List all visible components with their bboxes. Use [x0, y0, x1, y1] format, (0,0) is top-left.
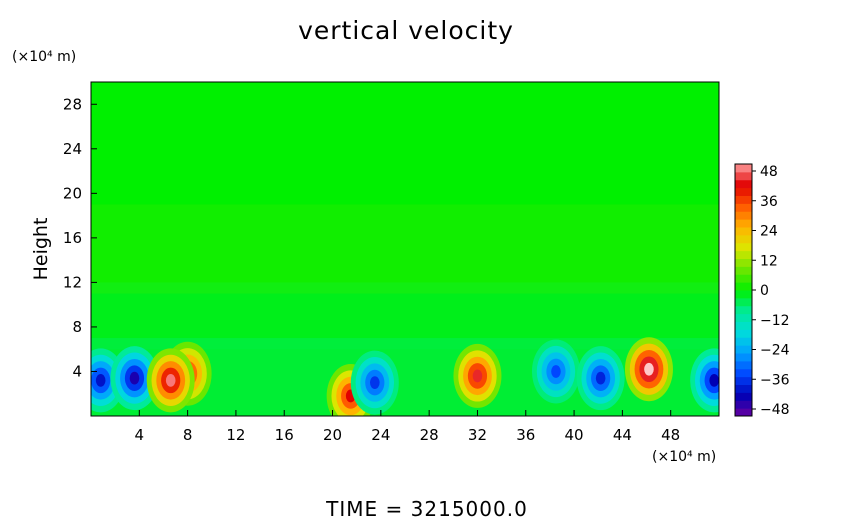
- x-tick-label: 20: [323, 426, 342, 444]
- colorbar-step: [735, 400, 752, 409]
- colorbar-step: [735, 313, 752, 322]
- colorbar-step: [735, 360, 752, 370]
- x-tick-label: 28: [420, 426, 439, 444]
- y-tick-label: 4: [72, 362, 82, 380]
- colorbar-step: [735, 305, 752, 315]
- colorbar-step: [735, 368, 752, 378]
- y-tick-label: 20: [63, 184, 82, 202]
- x-tick-label: 36: [516, 426, 535, 444]
- colorbar-step: [735, 297, 752, 307]
- colorbar-step: [735, 337, 752, 346]
- colorbar-step: [735, 384, 752, 393]
- colorbar-step: [735, 408, 752, 417]
- y-axis-label: Height: [30, 218, 52, 281]
- y-tick-label: 8: [72, 318, 82, 336]
- colorbar-step: [735, 242, 752, 252]
- x-tick-label: 40: [565, 426, 584, 444]
- time-footer: TIME = 3215000.0: [325, 497, 528, 519]
- colorbar-step: [735, 353, 752, 362]
- colorbar-step: [735, 234, 752, 244]
- colorbar-tick-label: −12: [760, 313, 790, 329]
- heatmap-plot-area: [90, 81, 720, 417]
- colorbar-step: [735, 258, 752, 267]
- x-tick-label: 24: [371, 426, 390, 444]
- x-tick-label: 12: [226, 426, 245, 444]
- velocity-contour: [595, 371, 606, 385]
- velocity-cell-6: [453, 343, 502, 408]
- background-band-2: [91, 204, 719, 294]
- velocity-contour: [472, 369, 483, 383]
- colorbar-step: [735, 329, 752, 338]
- colorbar-step: [735, 392, 752, 401]
- colorbar-step: [735, 187, 752, 196]
- colorbar-step: [735, 171, 752, 181]
- colorbar-tick-label: 36: [760, 194, 778, 210]
- colorbar-step: [735, 179, 752, 189]
- colorbar-step: [735, 164, 752, 173]
- x-tick-label: 4: [135, 426, 145, 444]
- colorbar-step: [735, 203, 752, 212]
- colorbar-step: [735, 321, 752, 330]
- colorbar-step: [735, 211, 752, 220]
- background-band-1: [91, 282, 719, 350]
- colorbar-tick-label: 48: [760, 164, 778, 180]
- velocity-cell-1: [110, 346, 159, 411]
- colorbar-step: [735, 250, 752, 259]
- chart-title: vertical velocity: [298, 16, 514, 45]
- colorbar-step: [735, 345, 752, 354]
- x-tick-label: 48: [661, 426, 680, 444]
- x-tick-label: 16: [275, 426, 294, 444]
- colorbar-tick-label: 12: [760, 253, 778, 269]
- colorbar-tick-label: −36: [760, 372, 790, 388]
- y-unit-label: (×10⁴ m): [12, 49, 76, 65]
- y-tick-label: 16: [63, 229, 82, 247]
- velocity-cell-9: [624, 337, 673, 402]
- colorbar-step: [735, 266, 752, 275]
- velocity-cell-5: [350, 350, 399, 415]
- velocity-cell-8: [576, 346, 625, 411]
- plot-frame: [90, 81, 720, 417]
- colorbar-tick-label: −48: [760, 402, 790, 418]
- colorbar-step: [735, 227, 752, 236]
- colorbar-step: [735, 195, 752, 204]
- colorbar-tick-label: 24: [760, 224, 778, 240]
- colorbar-step: [735, 282, 752, 291]
- velocity-cell-3: [146, 348, 195, 413]
- colorbar: 48 36 24 12 0 −12 −24 −36 −48: [734, 163, 790, 418]
- velocity-contour: [165, 373, 176, 387]
- colorbar-step: [735, 290, 752, 299]
- velocity-cell-10: [690, 348, 719, 413]
- x-tick-label: 32: [468, 426, 487, 444]
- velocity-contour: [644, 362, 654, 376]
- y-tick-label: 12: [63, 273, 82, 291]
- colorbar-step: [735, 219, 752, 228]
- colorbar-tick-label: −24: [760, 343, 790, 359]
- colorbar-tick-label: 0: [760, 283, 769, 299]
- x-unit-label: (×10⁴ m): [652, 449, 716, 465]
- x-tick-label: 44: [613, 426, 632, 444]
- velocity-contour: [129, 371, 140, 385]
- y-tick-label: 28: [63, 95, 82, 113]
- x-tick-label: 8: [183, 426, 193, 444]
- colorbar-step: [735, 376, 752, 385]
- velocity-contour: [370, 376, 380, 389]
- velocity-contour: [709, 373, 719, 387]
- velocity-contour: [95, 373, 106, 387]
- colorbar-step: [735, 274, 752, 283]
- y-tick-label: 24: [63, 140, 82, 158]
- velocity-contour: [551, 365, 561, 378]
- velocity-cell-7: [531, 339, 580, 404]
